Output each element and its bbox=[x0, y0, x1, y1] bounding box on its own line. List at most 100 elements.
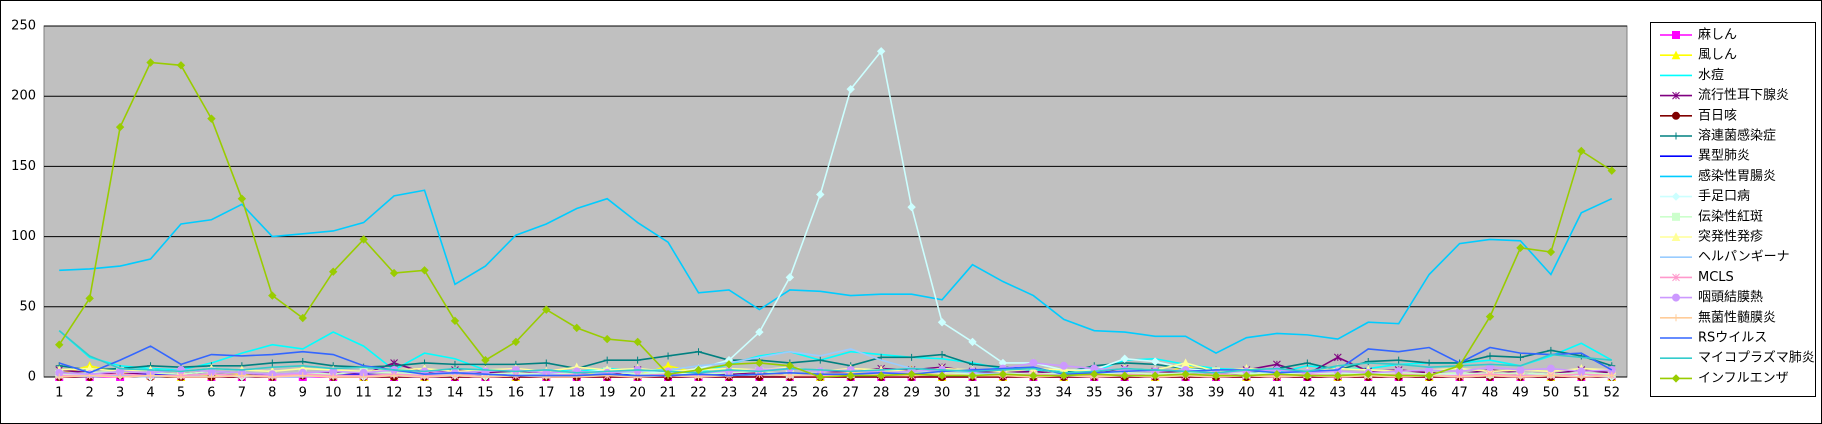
marker bbox=[1333, 371, 1343, 380]
x-tick-label: 14 bbox=[447, 386, 464, 401]
marker bbox=[602, 334, 612, 344]
x-tick-label: 2 bbox=[86, 386, 94, 401]
marker bbox=[876, 371, 886, 380]
marker bbox=[329, 373, 337, 381]
marker bbox=[724, 360, 734, 369]
legend-marker bbox=[1672, 293, 1680, 302]
legend-label: 無菌性髄膜炎 bbox=[1698, 310, 1776, 325]
x-tick-label: 26 bbox=[812, 386, 829, 401]
y-tick-label: 250 bbox=[11, 19, 36, 34]
marker bbox=[298, 313, 307, 323]
marker bbox=[1516, 243, 1525, 253]
x-tick-label: 7 bbox=[238, 386, 246, 401]
marker bbox=[1242, 371, 1251, 380]
legend-label: 麻しん bbox=[1698, 28, 1737, 43]
y-tick-label: 100 bbox=[11, 229, 36, 244]
marker bbox=[603, 372, 611, 380]
marker bbox=[450, 316, 460, 326]
legend-label: 伝染性紅斑 bbox=[1698, 209, 1763, 224]
x-tick-label: 40 bbox=[1238, 386, 1255, 401]
marker bbox=[1425, 359, 1433, 367]
marker bbox=[1150, 371, 1160, 380]
plot-area bbox=[43, 25, 1628, 378]
x-tick-label: 41 bbox=[1269, 386, 1286, 401]
x-tick-label: 8 bbox=[268, 386, 276, 401]
marker bbox=[968, 371, 977, 380]
legend-marker bbox=[1671, 374, 1681, 383]
marker bbox=[116, 373, 124, 381]
legend-label: マイコプラズマ肺炎 bbox=[1698, 350, 1815, 366]
marker bbox=[1394, 371, 1403, 380]
marker bbox=[390, 372, 398, 380]
x-tick-label: 9 bbox=[299, 386, 307, 401]
marker bbox=[299, 358, 307, 366]
x-tick-label: 6 bbox=[207, 386, 215, 401]
marker bbox=[937, 371, 947, 380]
y-tick-label: 0 bbox=[28, 370, 36, 385]
marker bbox=[1577, 146, 1586, 156]
marker bbox=[1608, 372, 1616, 380]
marker bbox=[238, 372, 246, 380]
marker bbox=[634, 356, 642, 364]
x-tick-label: 4 bbox=[146, 386, 154, 401]
x-tick-label: 24 bbox=[751, 386, 768, 401]
legend-marker bbox=[1671, 192, 1681, 201]
marker bbox=[176, 61, 186, 70]
marker bbox=[1364, 369, 1373, 379]
marker bbox=[146, 58, 155, 67]
marker bbox=[816, 372, 825, 382]
marker bbox=[1516, 365, 1525, 374]
legend-marker bbox=[1672, 31, 1680, 39]
legend-label: 手足口病 bbox=[1698, 189, 1750, 204]
x-tick-label: 10 bbox=[325, 386, 342, 401]
marker bbox=[1486, 372, 1494, 380]
x-tick-label: 37 bbox=[1147, 386, 1164, 401]
marker bbox=[207, 114, 216, 123]
marker bbox=[1120, 371, 1129, 380]
marker bbox=[1455, 361, 1464, 370]
marker bbox=[268, 359, 276, 367]
marker bbox=[55, 340, 64, 349]
marker bbox=[1181, 369, 1190, 379]
legend-box bbox=[1650, 22, 1816, 397]
marker bbox=[1486, 352, 1494, 360]
x-tick-label: 43 bbox=[1330, 386, 1347, 401]
x-tick-label: 12 bbox=[386, 386, 403, 401]
marker bbox=[785, 273, 795, 282]
marker bbox=[1485, 312, 1495, 321]
marker bbox=[1424, 371, 1434, 380]
marker bbox=[542, 373, 550, 381]
x-tick-label: 30 bbox=[934, 386, 951, 401]
marker bbox=[268, 291, 277, 300]
legend-label: 風しん bbox=[1698, 48, 1737, 63]
marker bbox=[328, 267, 338, 276]
series-line bbox=[58, 345, 1613, 377]
series-line bbox=[59, 349, 1613, 374]
marker bbox=[572, 323, 581, 333]
marker bbox=[663, 369, 673, 379]
marker bbox=[1150, 357, 1160, 366]
legend-marker bbox=[1672, 111, 1680, 120]
x-tick-label: 5 bbox=[177, 386, 185, 401]
marker bbox=[603, 356, 611, 364]
x-tick-label: 36 bbox=[1116, 386, 1133, 401]
series-line bbox=[58, 61, 1613, 378]
x-tick-label: 38 bbox=[1177, 386, 1194, 401]
marker bbox=[573, 373, 581, 381]
x-tick-label: 25 bbox=[782, 386, 799, 401]
marker bbox=[207, 373, 215, 381]
x-tick-label: 47 bbox=[1451, 386, 1468, 401]
marker bbox=[1059, 371, 1069, 380]
marker bbox=[1303, 359, 1311, 367]
legend-label: インフルエンザ bbox=[1698, 371, 1789, 386]
marker bbox=[1546, 364, 1555, 373]
x-tick-label: 32 bbox=[995, 386, 1012, 401]
marker bbox=[1547, 372, 1555, 380]
x-tick-label: 27 bbox=[842, 386, 859, 401]
marker bbox=[908, 353, 916, 361]
x-tick-label: 22 bbox=[690, 386, 707, 401]
marker bbox=[695, 348, 703, 356]
marker bbox=[938, 351, 946, 359]
x-tick-label: 3 bbox=[116, 386, 124, 401]
